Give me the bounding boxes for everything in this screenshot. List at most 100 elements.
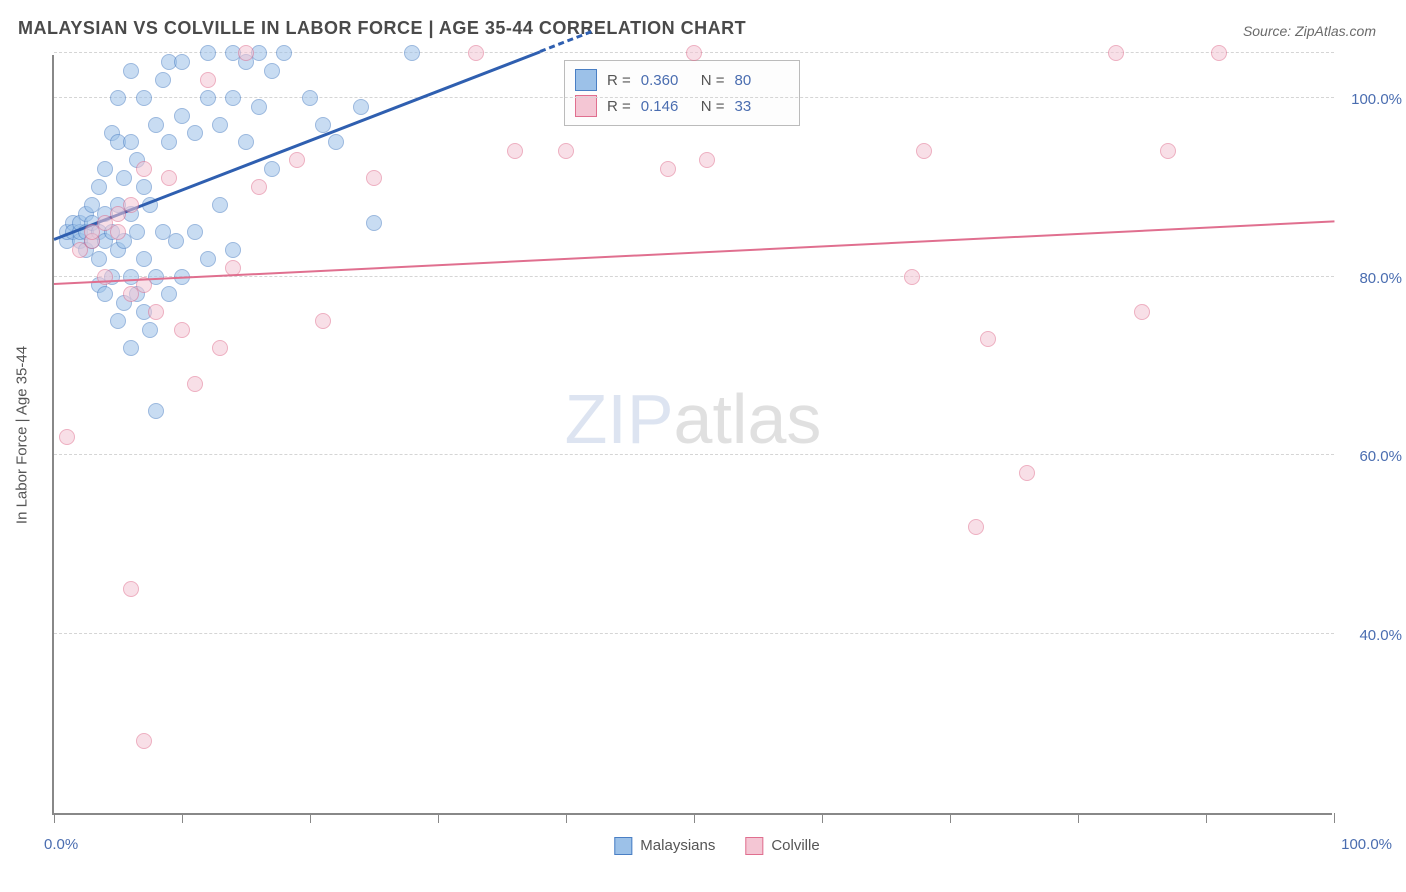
data-point: [225, 242, 241, 258]
data-point: [174, 108, 190, 124]
data-point: [251, 99, 267, 115]
data-point: [315, 117, 331, 133]
data-point: [212, 197, 228, 213]
x-tick: [694, 813, 695, 823]
data-point: [289, 152, 305, 168]
data-point: [1134, 304, 1150, 320]
data-point: [155, 72, 171, 88]
plot-area: ZIPatlas R =0.360N =80R =0.146N =33 40.0…: [52, 55, 1382, 815]
data-point: [507, 143, 523, 159]
data-point: [212, 117, 228, 133]
data-point: [366, 170, 382, 186]
x-tick: [1078, 813, 1079, 823]
data-point: [200, 251, 216, 267]
data-point: [1211, 45, 1227, 61]
data-point: [968, 519, 984, 535]
data-point: [110, 90, 126, 106]
data-point: [148, 403, 164, 419]
data-point: [660, 161, 676, 177]
stats-row: R =0.360N =80: [575, 67, 785, 93]
y-tick-label: 80.0%: [1359, 270, 1402, 287]
x-tick: [1334, 813, 1335, 823]
data-point: [366, 215, 382, 231]
x-tick: [54, 813, 55, 823]
data-point: [91, 251, 107, 267]
data-point: [91, 179, 107, 195]
data-point: [558, 143, 574, 159]
data-point: [161, 170, 177, 186]
data-point: [1160, 143, 1176, 159]
data-point: [1108, 45, 1124, 61]
x-tick: [822, 813, 823, 823]
watermark: ZIPatlas: [565, 379, 822, 459]
data-point: [699, 152, 715, 168]
data-point: [1019, 465, 1035, 481]
data-point: [200, 45, 216, 61]
gridline: [54, 633, 1334, 634]
gridline: [54, 97, 1334, 98]
data-point: [174, 322, 190, 338]
data-point: [161, 286, 177, 302]
data-point: [116, 170, 132, 186]
data-point: [136, 733, 152, 749]
data-point: [251, 179, 267, 195]
data-point: [110, 313, 126, 329]
data-point: [123, 197, 139, 213]
bottom-legend: Malaysians Colville: [614, 837, 819, 855]
x-tick: [566, 813, 567, 823]
legend-item: Colville: [745, 837, 819, 855]
data-point: [174, 54, 190, 70]
data-point: [142, 322, 158, 338]
data-point: [187, 125, 203, 141]
data-point: [129, 224, 145, 240]
stats-legend: R =0.360N =80R =0.146N =33: [564, 60, 800, 126]
x-tick: [182, 813, 183, 823]
data-point: [212, 340, 228, 356]
data-point: [238, 45, 254, 61]
data-point: [328, 134, 344, 150]
y-axis-label: In Labor Force | Age 35-44: [14, 346, 31, 524]
gridline: [54, 276, 1334, 277]
data-point: [110, 224, 126, 240]
data-point: [302, 90, 318, 106]
y-tick-label: 40.0%: [1359, 627, 1402, 644]
data-point: [315, 313, 331, 329]
data-point: [276, 45, 292, 61]
data-point: [123, 63, 139, 79]
data-point: [264, 63, 280, 79]
data-point: [200, 90, 216, 106]
data-point: [980, 331, 996, 347]
data-point: [161, 134, 177, 150]
data-point: [225, 90, 241, 106]
data-point: [148, 304, 164, 320]
x-tick: [310, 813, 311, 823]
data-point: [187, 376, 203, 392]
data-point: [136, 90, 152, 106]
chart-title: MALAYSIAN VS COLVILLE IN LABOR FORCE | A…: [18, 18, 746, 39]
data-point: [97, 286, 113, 302]
data-point: [123, 340, 139, 356]
x-min-label: 0.0%: [44, 836, 78, 853]
data-point: [238, 134, 254, 150]
data-point: [404, 45, 420, 61]
data-point: [264, 161, 280, 177]
y-tick-label: 60.0%: [1359, 448, 1402, 465]
data-point: [200, 72, 216, 88]
x-tick: [1206, 813, 1207, 823]
data-point: [168, 233, 184, 249]
data-point: [59, 429, 75, 445]
y-tick-label: 100.0%: [1351, 91, 1402, 108]
data-point: [123, 134, 139, 150]
source-label: Source: ZipAtlas.com: [1243, 23, 1376, 39]
x-max-label: 100.0%: [1341, 836, 1392, 853]
data-point: [136, 161, 152, 177]
x-tick: [950, 813, 951, 823]
legend-item: Malaysians: [614, 837, 715, 855]
data-point: [148, 117, 164, 133]
data-point: [123, 581, 139, 597]
data-point: [468, 45, 484, 61]
gridline: [54, 454, 1334, 455]
data-point: [187, 224, 203, 240]
data-point: [353, 99, 369, 115]
x-tick: [438, 813, 439, 823]
